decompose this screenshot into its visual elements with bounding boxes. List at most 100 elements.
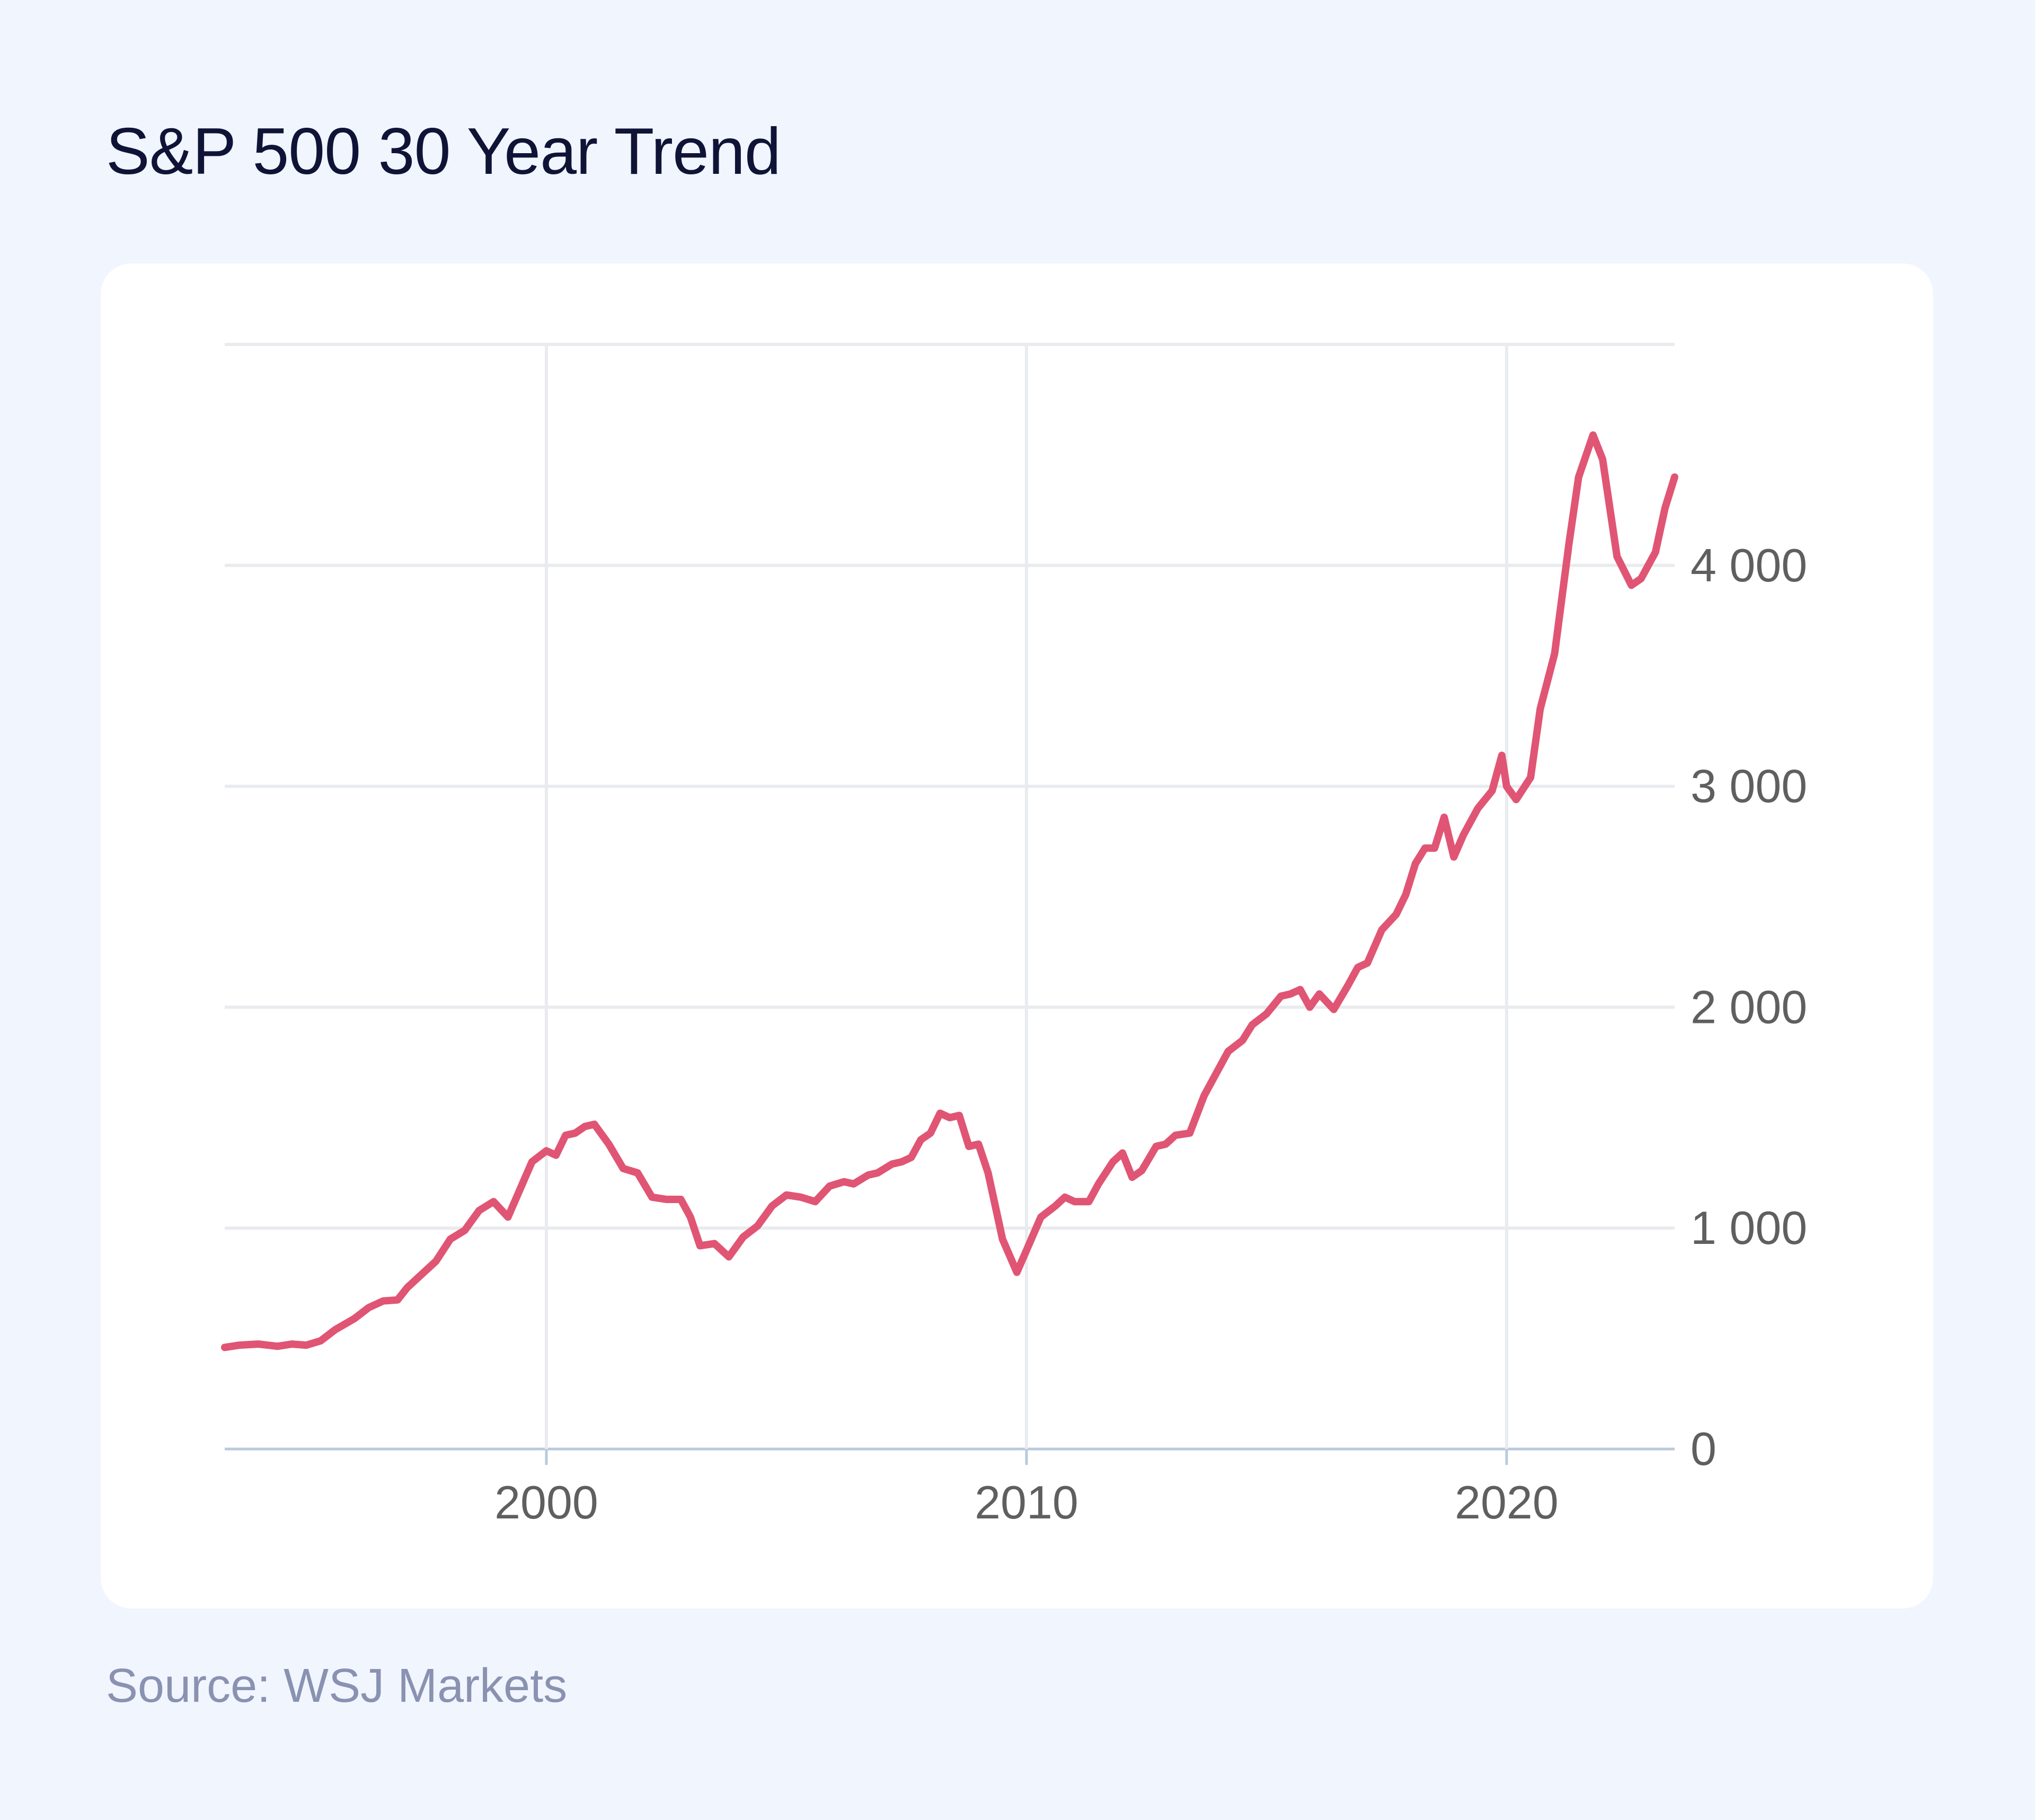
data-point: [1529, 776, 1532, 779]
y-tick-label: 1 000: [1691, 1201, 1807, 1254]
data-point: [1155, 1145, 1158, 1148]
data-point: [636, 1171, 639, 1174]
y-tick-label: 2 000: [1691, 980, 1807, 1033]
x-tick-label: 2010: [975, 1476, 1078, 1529]
data-point: [713, 1242, 716, 1245]
data-point: [622, 1167, 625, 1170]
data-point: [1568, 542, 1571, 545]
data-point: [1202, 1094, 1206, 1097]
data-point: [910, 1156, 913, 1159]
data-point: [223, 1346, 226, 1349]
data-point: [1279, 995, 1282, 998]
data-point: [1505, 785, 1508, 788]
data-point: [1452, 855, 1455, 859]
data-point: [305, 1344, 308, 1347]
data-point: [1640, 577, 1643, 580]
data-point: [1130, 1176, 1134, 1179]
data-point: [1591, 434, 1595, 437]
data-point: [741, 1235, 745, 1239]
data-point: [492, 1200, 495, 1203]
data-point: [1318, 992, 1321, 995]
label-layer: 0 1 000 2 000 3 000 4 000 2000 2010 2020: [494, 539, 1807, 1529]
data-point: [890, 1162, 893, 1165]
data-point: [1500, 754, 1503, 757]
data-point: [1664, 506, 1667, 509]
data-point: [449, 1238, 452, 1241]
data-point: [290, 1342, 294, 1346]
data-point: [1414, 862, 1417, 865]
data-point: [900, 1160, 903, 1163]
series-line: [221, 431, 1678, 1351]
grid-layer: [225, 343, 1675, 1465]
data-point: [1366, 961, 1369, 965]
data-point: [1654, 551, 1657, 554]
data-point: [939, 1112, 942, 1115]
data-point: [1443, 816, 1446, 819]
data-point: [1097, 1182, 1100, 1186]
source-note: Source: WSJ Markets: [106, 1659, 568, 1712]
data-point: [405, 1286, 409, 1289]
chart-card: [101, 263, 1933, 1609]
data-point: [948, 1116, 951, 1119]
data-point: [967, 1145, 970, 1148]
data-point: [554, 1154, 558, 1157]
data-point: [876, 1171, 879, 1174]
y-tick-label: 0: [1691, 1423, 1717, 1475]
data-point: [1251, 1023, 1254, 1027]
data-point: [1356, 966, 1359, 969]
data-point: [1188, 1132, 1191, 1135]
data-point: [1140, 1169, 1143, 1172]
data-point: [1347, 984, 1350, 987]
x-tick-label: 2020: [1455, 1476, 1559, 1529]
data-point: [593, 1123, 596, 1126]
data-point: [333, 1328, 337, 1331]
data-point: [866, 1173, 870, 1177]
data-point: [1491, 789, 1494, 792]
data-point: [1673, 475, 1676, 479]
data-point: [1164, 1143, 1167, 1146]
data-point: [1601, 458, 1604, 461]
data-point: [1001, 1238, 1004, 1241]
data-point: [650, 1196, 653, 1199]
y-tick-label: 4 000: [1691, 539, 1807, 591]
data-point: [1553, 652, 1556, 656]
data-point: [237, 1344, 241, 1347]
data-point: [1577, 475, 1580, 479]
data-point: [1212, 1076, 1215, 1080]
data-point: [987, 1171, 990, 1174]
data-point: [977, 1143, 980, 1146]
data-point: [852, 1182, 855, 1186]
data-point: [919, 1138, 923, 1142]
data-point: [771, 1205, 774, 1208]
data-point: [1289, 992, 1292, 995]
data-point: [1515, 798, 1518, 801]
data-point: [1265, 1012, 1268, 1015]
data-point: [367, 1306, 370, 1309]
data-point: [665, 1198, 668, 1201]
x-tick-label: 2000: [494, 1476, 598, 1529]
y-tick-label: 3 000: [1691, 760, 1807, 812]
data-point: [1174, 1134, 1177, 1137]
data-point: [1308, 1005, 1312, 1009]
data-point: [276, 1345, 279, 1348]
page-title: S&P 500 30 Year Trend: [106, 115, 781, 188]
data-point: [1025, 1249, 1028, 1252]
data-point: [353, 1317, 356, 1320]
data-point: [929, 1132, 932, 1135]
data-point: [785, 1194, 788, 1197]
data-point: [1111, 1160, 1114, 1163]
data-point: [1063, 1196, 1066, 1199]
data-point: [727, 1255, 730, 1258]
data-point: [828, 1185, 831, 1188]
data-point: [1630, 584, 1633, 587]
data-point: [958, 1114, 961, 1117]
data-point: [530, 1160, 534, 1163]
data-point: [256, 1342, 260, 1346]
data-point: [521, 1182, 524, 1186]
data-point: [1332, 1008, 1335, 1011]
data-point: [1462, 833, 1465, 836]
data-point: [843, 1180, 846, 1183]
data-point: [1298, 988, 1302, 991]
data-point: [573, 1132, 577, 1135]
